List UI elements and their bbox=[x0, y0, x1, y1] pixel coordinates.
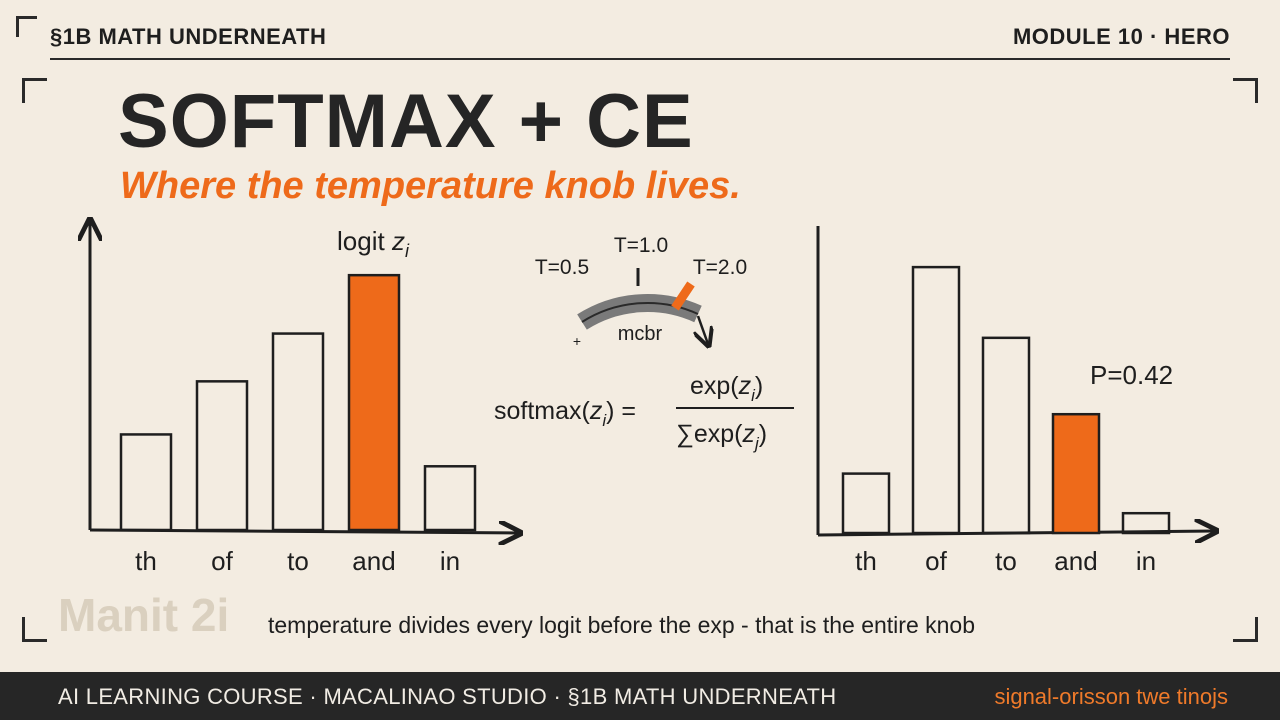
page-title: SOFTMAX + CE bbox=[118, 79, 694, 164]
dial-center-text: mcbr bbox=[618, 323, 663, 345]
tick-label-and: and bbox=[1054, 546, 1097, 576]
tick-label-of: of bbox=[925, 546, 947, 576]
bar-in bbox=[423, 465, 477, 532]
dial-label-high: T=2.0 bbox=[693, 256, 747, 279]
right-chart: th of to and in P=0.42 bbox=[816, 226, 1214, 576]
formula-lhs-var: z bbox=[589, 397, 603, 425]
formula-lhs-fn: softmax( bbox=[494, 397, 591, 425]
tick-label-in: in bbox=[1136, 546, 1156, 576]
tick-label-th: th bbox=[135, 546, 157, 576]
footer-bar bbox=[0, 672, 1280, 720]
formula-lhs-sub: i bbox=[602, 411, 607, 430]
formula-den-var: z bbox=[741, 420, 755, 448]
bar-to bbox=[981, 336, 1031, 535]
tick-label-of: of bbox=[211, 546, 233, 576]
corner-mark-top-left bbox=[22, 78, 47, 103]
formula-numerator: exp(zi) bbox=[690, 372, 763, 405]
bar-and bbox=[1051, 412, 1101, 535]
bar-to bbox=[271, 332, 325, 532]
formula-den-close: ) bbox=[759, 420, 767, 448]
dial-needle bbox=[671, 281, 695, 311]
formula-denominator: ∑exp(zj) bbox=[676, 420, 767, 453]
formula-num-close: ) bbox=[755, 372, 763, 400]
formula-den-sum: ∑ bbox=[676, 420, 694, 448]
dial-label-low: T=0.5 bbox=[535, 256, 589, 279]
annotation-symbol: z bbox=[391, 226, 405, 256]
bar-of bbox=[911, 265, 961, 535]
module-label: MODULE 10 · HERO bbox=[1012, 24, 1230, 49]
dial-arrow bbox=[698, 315, 708, 344]
tick-label-to: to bbox=[995, 546, 1017, 576]
dial-label-mid: T=1.0 bbox=[614, 234, 668, 257]
corner-mark-bottom-left bbox=[22, 617, 47, 642]
corner-mark-top-right bbox=[1233, 78, 1258, 103]
right-chart-annotation: P=0.42 bbox=[1090, 360, 1173, 390]
annotation-subscript: i bbox=[405, 241, 410, 261]
corner-mark-top-left-outer bbox=[16, 16, 37, 37]
tick-label-to: to bbox=[287, 546, 309, 576]
left-chart-annotation: logit zi bbox=[337, 226, 410, 261]
temperature-dial-icon: T=0.5 T=1.0 T=2.0 mcbr + bbox=[535, 234, 747, 349]
header-divider bbox=[50, 58, 1230, 60]
section-label: §1B MATH UNDERNEATH bbox=[50, 24, 327, 49]
dial-plus-mark: + bbox=[573, 333, 581, 349]
corner-mark-bottom-right bbox=[1233, 617, 1258, 642]
tick-label-th: th bbox=[855, 546, 877, 576]
formula-lhs: softmax(zi) = bbox=[494, 397, 636, 430]
bar-th bbox=[119, 433, 173, 532]
footer-course-label: AI LEARNING COURSE · MACALINAO STUDIO · … bbox=[58, 684, 837, 709]
page-subtitle: Where the temperature knob lives. bbox=[120, 165, 741, 207]
tick-label-and: and bbox=[352, 546, 395, 576]
formula-num-fn: exp( bbox=[690, 372, 739, 400]
caption-text: temperature divides every logit before t… bbox=[268, 612, 976, 638]
bar-th bbox=[841, 472, 891, 535]
bar-in bbox=[1121, 511, 1171, 535]
formula-num-var: z bbox=[738, 372, 752, 400]
annotation-prefix: logit bbox=[337, 226, 392, 256]
formula-den-sub: j bbox=[753, 434, 760, 453]
left-chart: th of to and in logit zi bbox=[90, 222, 518, 576]
tick-label-in: in bbox=[440, 546, 460, 576]
watermark-text: Manit 2i bbox=[58, 589, 230, 641]
formula-lhs-close: ) = bbox=[606, 397, 636, 425]
dial-arc-outline bbox=[581, 302, 699, 323]
softmax-formula: softmax(zi) = exp(zi) ∑exp(zj) bbox=[494, 372, 794, 453]
formula-num-sub: i bbox=[751, 386, 756, 405]
footer-signature: signal-orisson twe tinojs bbox=[994, 684, 1228, 709]
formula-den-fn: exp( bbox=[694, 420, 743, 448]
bar-and bbox=[347, 273, 401, 532]
bar-of bbox=[195, 380, 249, 532]
